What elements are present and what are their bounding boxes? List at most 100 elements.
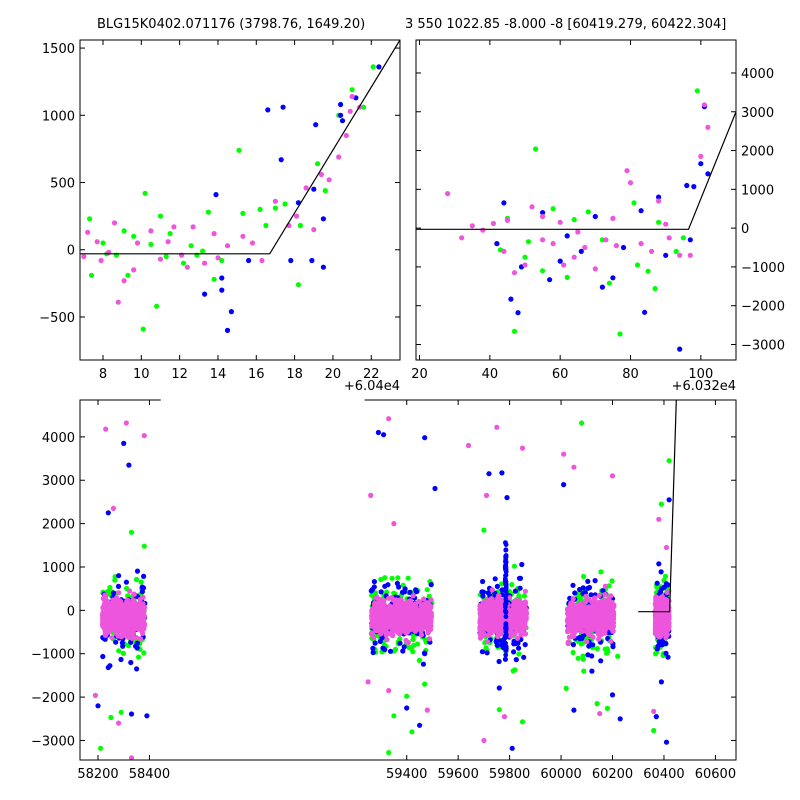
data-point <box>428 597 434 603</box>
data-point <box>389 632 396 639</box>
data-point <box>116 625 123 632</box>
data-point <box>656 516 662 522</box>
data-point <box>488 596 495 602</box>
data-point <box>120 650 126 657</box>
data-point <box>503 582 509 587</box>
data-point <box>95 703 101 709</box>
data-point <box>573 614 580 620</box>
data-point <box>575 655 581 661</box>
plot-area <box>92 400 677 760</box>
data-point <box>540 237 546 243</box>
data-point <box>361 104 367 110</box>
data-point <box>599 284 606 290</box>
data-point <box>477 631 483 638</box>
data-point <box>504 495 510 501</box>
data-point <box>503 597 509 602</box>
data-point <box>380 645 386 651</box>
data-point <box>411 620 417 626</box>
y-tick-label: 4000 <box>741 67 774 82</box>
data-point <box>609 578 615 584</box>
data-point <box>594 701 600 707</box>
data-point <box>213 192 219 198</box>
data-point <box>136 603 142 609</box>
data-point <box>406 644 412 651</box>
data-point <box>579 420 585 426</box>
x-tick-label: 100 <box>688 367 713 382</box>
data-point <box>606 598 612 605</box>
data-point <box>504 217 510 223</box>
data-point <box>642 309 648 315</box>
data-point <box>369 592 375 598</box>
data-point <box>570 633 577 639</box>
data-point <box>477 635 484 641</box>
data-point <box>94 239 100 245</box>
data-point <box>111 220 118 226</box>
data-point <box>148 228 154 234</box>
data-point <box>215 255 221 261</box>
data-point <box>136 654 142 660</box>
data-point <box>322 188 328 194</box>
data-point <box>481 632 488 638</box>
model-line <box>638 400 677 613</box>
x-tick-label: 60600 <box>695 767 736 782</box>
data-point <box>382 575 388 581</box>
data-point <box>658 641 664 648</box>
data-point <box>107 663 113 669</box>
data-point <box>116 573 122 579</box>
data-point <box>422 651 428 657</box>
data-point <box>655 616 661 623</box>
data-point <box>684 182 690 189</box>
data-point <box>503 567 509 573</box>
data-point <box>129 635 136 642</box>
y-tick-label: 3000 <box>42 474 75 489</box>
data-point <box>585 652 591 658</box>
data-point <box>645 268 651 274</box>
data-point <box>610 628 616 634</box>
data-point <box>315 161 321 167</box>
data-point <box>295 282 301 288</box>
data-point <box>119 640 125 646</box>
data-point <box>507 595 513 601</box>
data-point <box>107 625 114 632</box>
data-point <box>131 233 137 239</box>
data-point <box>373 622 380 629</box>
panel_bottom: 58200 58400 59400 59600 59800 60000 60200 60400… <box>31 398 737 782</box>
data-point <box>631 200 637 206</box>
y-tick-label: 500 <box>50 177 75 192</box>
data-point <box>369 587 375 593</box>
y-tick-label: −2000 <box>31 691 75 706</box>
data-point <box>604 650 610 656</box>
data-point <box>494 241 500 247</box>
data-point <box>202 291 208 297</box>
data-point <box>377 599 384 606</box>
data-point <box>663 650 669 656</box>
data-point <box>397 636 403 642</box>
data-point <box>211 276 217 282</box>
data-point <box>521 593 528 599</box>
data-point <box>508 296 514 302</box>
data-point <box>372 640 378 646</box>
data-point <box>659 586 665 592</box>
data-point <box>139 630 146 637</box>
data-point <box>141 650 147 656</box>
data-point <box>407 589 413 596</box>
data-point <box>502 608 508 614</box>
data-point <box>141 433 147 439</box>
data-point <box>388 621 395 627</box>
data-point <box>540 268 546 274</box>
data-point <box>117 614 124 621</box>
data-point <box>600 610 606 616</box>
data-point <box>103 426 109 432</box>
data-point <box>499 470 505 476</box>
data-point <box>570 642 577 648</box>
data-point <box>503 547 509 553</box>
data-point <box>481 737 487 744</box>
data-point <box>522 254 528 260</box>
data-point <box>85 229 91 235</box>
data-point <box>501 200 507 206</box>
data-point <box>422 681 428 687</box>
data-point <box>516 617 522 624</box>
data-point <box>638 241 644 247</box>
data-point <box>422 435 428 441</box>
x-tick-label: 18 <box>286 367 303 382</box>
